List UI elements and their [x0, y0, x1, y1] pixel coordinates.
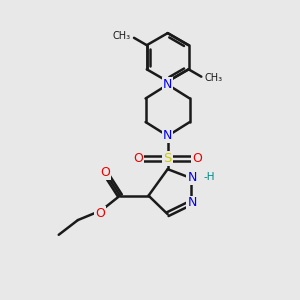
Text: O: O	[100, 167, 110, 179]
Text: CH₃: CH₃	[205, 73, 223, 83]
Text: N: N	[163, 129, 172, 142]
Text: N: N	[188, 196, 197, 209]
Text: CH₃: CH₃	[112, 31, 130, 41]
Text: N: N	[163, 78, 172, 91]
Text: S: S	[164, 152, 172, 165]
Text: -H: -H	[204, 172, 215, 182]
Text: O: O	[192, 152, 202, 165]
Text: N: N	[188, 172, 197, 184]
Text: O: O	[133, 152, 143, 165]
Text: O: O	[95, 207, 105, 220]
